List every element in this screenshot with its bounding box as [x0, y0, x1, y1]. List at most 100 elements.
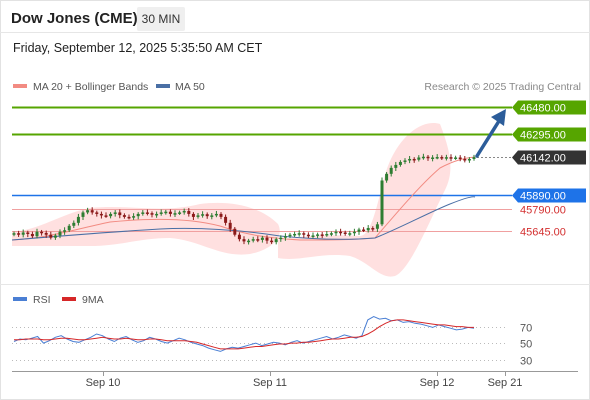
candle-body	[233, 228, 237, 235]
bollinger-band	[12, 202, 280, 255]
candle-body	[228, 222, 232, 229]
candle-body	[44, 232, 48, 235]
candle-body	[159, 212, 163, 214]
x-tick-label: Sep 12	[420, 377, 455, 389]
candle-body	[118, 212, 122, 216]
candle-body	[371, 228, 375, 230]
rsi-tick-label: 50	[520, 339, 532, 351]
candle-body	[311, 235, 315, 237]
candle-body	[49, 234, 53, 238]
candle-body	[435, 157, 439, 159]
candle-body	[141, 212, 145, 214]
candle-body	[270, 240, 274, 243]
candle-body	[95, 212, 99, 214]
ma50-line	[11, 196, 476, 241]
candle-body	[421, 156, 425, 159]
level-label-pivot: 45890.00	[520, 191, 566, 203]
candle-body	[329, 233, 333, 235]
candle-body	[394, 164, 398, 168]
candle-body	[348, 233, 352, 235]
candle-body	[201, 214, 205, 216]
level-label-box-resistance	[512, 100, 586, 115]
candle-body	[366, 228, 370, 231]
candle-body	[224, 216, 228, 223]
candle-body	[256, 239, 260, 241]
candle-body	[283, 236, 287, 238]
x-tick-label: Sep 10	[86, 377, 121, 389]
candle-body	[67, 225, 71, 231]
candle-body	[412, 158, 416, 161]
candle-body	[426, 156, 430, 159]
candle-body	[265, 237, 269, 241]
level-label-support: 45645.00	[520, 227, 566, 239]
candle-body	[90, 210, 94, 213]
candle-body	[109, 213, 113, 217]
level-label-box-resistance	[512, 127, 586, 142]
candle-body	[205, 214, 209, 217]
x-tick-label: Sep 21	[488, 377, 523, 389]
candle-body	[458, 157, 462, 159]
candle-body	[58, 231, 62, 236]
candle-body	[210, 215, 214, 217]
timeframe-badge[interactable]: 30 MIN	[137, 7, 185, 31]
candle-body	[316, 234, 320, 236]
rsi-line	[13, 316, 475, 352]
candle-body	[132, 216, 136, 218]
candle-body	[99, 213, 103, 216]
level-label-support: 45790.00	[520, 205, 566, 217]
level-label-current: 46142.00	[520, 153, 566, 165]
price-levels	[12, 106, 512, 232]
ma50-legend-swatch	[156, 84, 170, 88]
level-label-resistance: 46480.00	[520, 103, 566, 115]
candle-body	[76, 216, 80, 223]
candle-body	[122, 215, 126, 217]
candle-body	[472, 157, 476, 159]
candle-body	[150, 213, 154, 215]
candle-body	[104, 215, 108, 217]
candle-body	[467, 158, 471, 161]
level-label-box-pivot	[512, 188, 586, 203]
x-axis: Sep 10 Sep 11 Sep 12 Sep 21	[86, 371, 523, 389]
candle-body	[408, 158, 412, 161]
candle-body	[343, 232, 347, 234]
candle-body	[352, 231, 356, 234]
level-label-box-current	[512, 150, 586, 165]
rsi-panel: 70 50 30	[12, 316, 532, 368]
candle-body	[182, 210, 186, 213]
candle-body	[279, 237, 283, 240]
candle-body	[237, 234, 241, 240]
forecast-arrowhead	[491, 109, 506, 126]
candle-body	[35, 231, 39, 237]
chart-header: Dow Jones (CME) 30 MIN	[0, 0, 590, 38]
level-label-resistance: 46295.00	[520, 130, 566, 142]
candle-body	[40, 231, 44, 234]
candle-body	[219, 213, 223, 217]
rsi-ma-line	[14, 319, 474, 350]
candle-body	[17, 233, 21, 235]
rsi-tick-label: 70	[520, 323, 532, 335]
candle-body	[334, 231, 338, 234]
rsi-tick-label: 30	[520, 356, 532, 368]
candle-body	[191, 213, 195, 217]
candle-body	[417, 157, 421, 160]
candle-body	[306, 234, 310, 237]
candle-body	[251, 239, 255, 241]
report-datetime: Friday, September 12, 2025 5:35:50 AM CE…	[13, 41, 263, 55]
candle-body	[86, 210, 90, 213]
candle-body	[444, 157, 448, 159]
candle-body	[53, 235, 57, 238]
candle-body	[288, 234, 292, 237]
candle-body	[431, 157, 435, 159]
rsi-legend-swatch	[13, 297, 27, 301]
candle-body	[21, 232, 25, 235]
candle-body	[26, 232, 30, 234]
ma20-line	[11, 156, 476, 241]
candle-body	[247, 240, 251, 243]
candle-body	[173, 213, 177, 215]
ma20-legend-label: MA 20 + Bollinger Bands	[33, 81, 148, 93]
candle-body	[113, 212, 117, 214]
instrument-title: Dow Jones (CME)	[11, 10, 138, 27]
candle-body	[260, 237, 264, 240]
candle-body	[385, 173, 389, 181]
candle-body	[242, 239, 246, 242]
